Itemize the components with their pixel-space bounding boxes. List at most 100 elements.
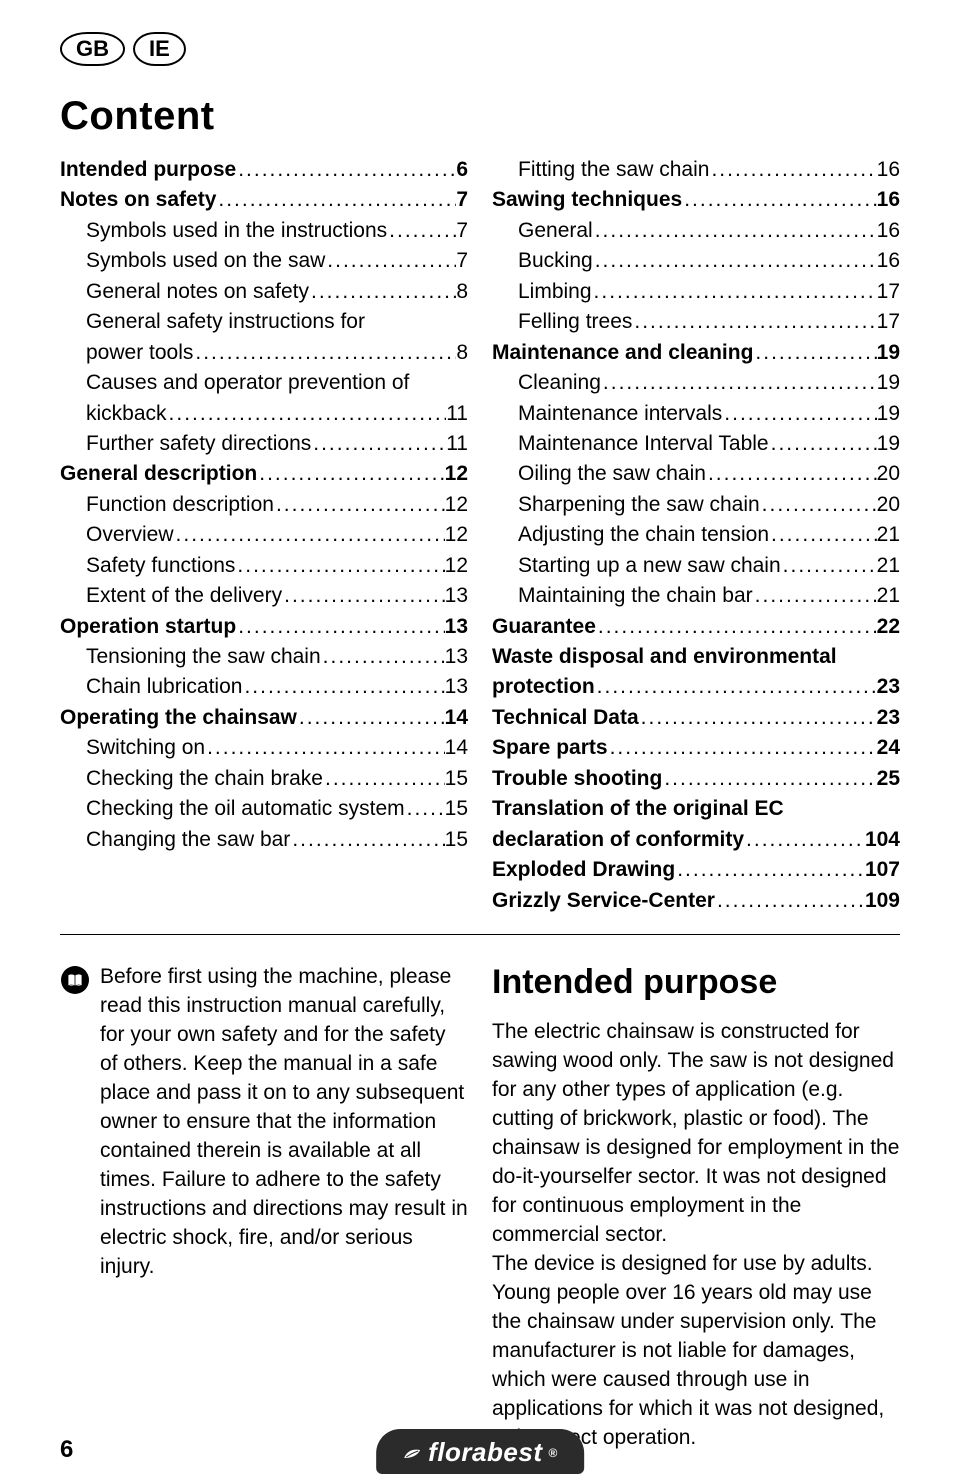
toc-row: declaration of conformity...............… [492,825,900,855]
toc-leader: ........................................… [236,155,456,185]
toc-leader: ........................................… [760,490,877,520]
toc-leader: ........................................… [205,733,445,763]
toc-label: Checking the oil automatic system [86,794,405,824]
toc-label: Symbols used on the saw [86,246,325,276]
toc-leader: ........................................… [311,429,446,459]
page-number: 6 [60,1436,73,1464]
toc-page: 24 [877,733,900,763]
toc-page: 16 [877,246,900,276]
toc-leader: ........................................… [769,520,877,550]
toc-leader: ........................................… [682,185,876,215]
toc-row: Checking the oil automatic system.......… [60,794,468,824]
toc-label: Oiling the saw chain [518,459,706,489]
toc-label: Function description [86,490,274,520]
toc-row: General.................................… [492,216,900,246]
toc-row: Maintenance and cleaning................… [492,338,900,368]
safety-note: Before first using the machine, please r… [60,963,468,1282]
toc-page: 14 [445,703,468,733]
brand-name: florabest [428,1437,542,1468]
leaf-icon [402,1446,422,1460]
toc-page: 15 [445,794,468,824]
toc-page: 12 [445,490,468,520]
toc-row: Sharpening the saw chain................… [492,490,900,520]
toc-label: Checking the chain brake [86,764,323,794]
toc-leader: ........................................… [323,764,445,794]
toc-leader: ........................................… [593,216,877,246]
toc-leader: ........................................… [601,368,877,398]
toc-label: Causes and operator prevention of [86,368,409,398]
toc-label: kickback [86,399,167,429]
toc-leader: ........................................… [174,520,445,550]
toc-row: Guarantee...............................… [492,612,900,642]
toc-label: Overview [86,520,174,550]
toc-row: Further safety directions...............… [60,429,468,459]
toc-leader: ........................................… [593,246,877,276]
toc-row: Switching on............................… [60,733,468,763]
toc-row: Bucking.................................… [492,246,900,276]
toc-page: 21 [877,520,900,550]
toc-label: power tools [86,338,193,368]
toc-page: 23 [877,703,900,733]
toc-page: 15 [445,825,468,855]
toc-page: 107 [865,855,900,885]
toc-label: Guarantee [492,612,596,642]
toc-leader: ........................................… [236,612,444,642]
toc-label: Chain lubrication [86,672,242,702]
toc-row: power tools.............................… [60,338,468,368]
toc-label: Cleaning [518,368,601,398]
toc-row: Notes on safety.........................… [60,185,468,215]
toc-page: 12 [445,459,468,489]
note-column: Before first using the machine, please r… [60,963,468,1453]
toc-leader: ........................................… [387,216,456,246]
toc-row: Waste disposal and environmental [492,642,900,672]
toc-label: Exploded Drawing [492,855,675,885]
toc-page: 11 [446,399,468,429]
toc-label: Switching on [86,733,205,763]
toc-label: Trouble shooting [492,764,662,794]
toc-label: Maintenance Interval Table [518,429,769,459]
toc-page: 23 [877,672,900,702]
toc-leader: ........................................… [290,825,444,855]
toc-page: 20 [877,490,900,520]
toc-row: Safety functions........................… [60,551,468,581]
intended-purpose-heading: Intended purpose [492,963,900,1002]
toc-label: Maintenance and cleaning [492,338,753,368]
toc-left-column: Intended purpose........................… [60,155,468,916]
toc-row: Sawing techniques.......................… [492,185,900,215]
manual-icon [60,965,90,995]
toc-row: Overview................................… [60,520,468,550]
toc-label: Limbing [518,277,592,307]
toc-leader: ........................................… [769,429,877,459]
toc-label: Waste disposal and environmental [492,642,837,672]
toc-label: Tensioning the saw chain [86,642,321,672]
toc-leader: ........................................… [309,277,456,307]
toc-page: 15 [445,764,468,794]
badge-ie: IE [133,32,186,66]
brand-logo: florabest® [376,1429,584,1474]
toc-row: Starting up a new saw chain.............… [492,551,900,581]
toc-page: 17 [877,307,900,337]
toc-label: Sawing techniques [492,185,682,215]
toc-label: Operating the chainsaw [60,703,297,733]
toc-page: 8 [456,338,468,368]
toc-leader: ........................................… [321,642,445,672]
toc-leader: ........................................… [753,338,876,368]
toc-leader: ........................................… [595,672,877,702]
toc-row: Tensioning the saw chain................… [60,642,468,672]
toc-row: Technical Data..........................… [492,703,900,733]
toc-row: Grizzly Service-Center..................… [492,886,900,916]
toc-label: Felling trees [518,307,632,337]
toc-leader: ........................................… [257,459,444,489]
toc-row: Symbols used on the saw.................… [60,246,468,276]
toc-page: 22 [877,612,900,642]
toc-label: Fitting the saw chain [518,155,709,185]
toc-leader: ........................................… [325,246,456,276]
toc-leader: ........................................… [715,886,865,916]
toc-label: Operation startup [60,612,236,642]
intended-purpose-body: The electric chainsaw is constructed for… [492,1018,900,1453]
toc-row: Maintenance Interval Table..............… [492,429,900,459]
toc-leader: ........................................… [282,581,445,611]
toc-leader: ........................................… [297,703,445,733]
toc-page: 19 [877,338,900,368]
toc-row: General description.....................… [60,459,468,489]
